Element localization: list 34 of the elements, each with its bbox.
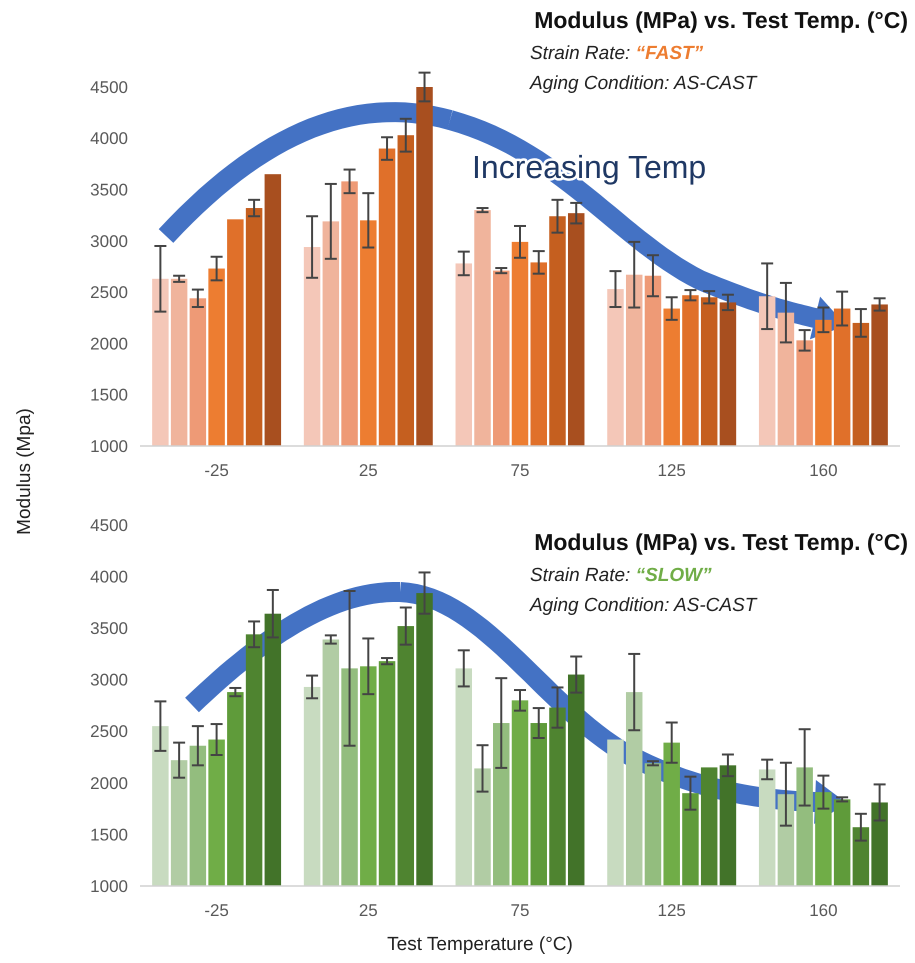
x-tick-label: 160: [809, 901, 838, 920]
y-tick-label: 4000: [90, 568, 128, 587]
x-axis-title: Test Temperature (°C): [387, 934, 573, 955]
y-tick-label: 3500: [90, 619, 128, 638]
y-tick-label: 3000: [90, 670, 128, 690]
y-axis-title: Modulus (Mpa): [14, 408, 35, 535]
chart-subtitle: Strain Rate: “FAST”: [530, 43, 704, 64]
x-tick-label: 125: [658, 901, 686, 920]
chart-title: Modulus (MPa) vs. Test Temp. (°C): [534, 529, 908, 555]
y-tick-label: 2500: [90, 722, 128, 742]
y-tick-label: 1000: [90, 436, 128, 456]
x-tick-label: 25: [358, 901, 378, 920]
x-tick-label: 125: [658, 461, 686, 480]
x-tick-label: -25: [204, 461, 229, 480]
y-tick-label: 3500: [90, 180, 128, 200]
x-tick-label: 25: [358, 461, 378, 480]
y-tick-label: 1000: [90, 876, 128, 896]
chart-title: Modulus (MPa) vs. Test Temp. (°C): [534, 7, 908, 33]
x-tick-label: -25: [204, 901, 229, 920]
x-tick-label: 160: [809, 461, 838, 480]
y-tick-label: 3000: [90, 232, 128, 251]
y-tick-label: 2000: [90, 334, 128, 354]
annotation: Aging Condition: AS-CAST: [529, 595, 758, 616]
y-tick-label: 4500: [90, 516, 128, 535]
y-tick-label: 1500: [90, 386, 128, 405]
annotation: Aging Condition: AS-CAST: [529, 73, 758, 94]
x-tick-label: 75: [510, 901, 530, 920]
y-tick-label: 4000: [90, 129, 128, 148]
x-tick-label: 75: [510, 461, 530, 480]
text: Strain Rate: “SLOW”: [530, 565, 712, 586]
y-tick-label: 1500: [90, 825, 128, 844]
y-tick-label: 4500: [90, 78, 128, 97]
y-tick-label: 2000: [90, 774, 128, 793]
y-tick-label: 2500: [90, 283, 128, 302]
